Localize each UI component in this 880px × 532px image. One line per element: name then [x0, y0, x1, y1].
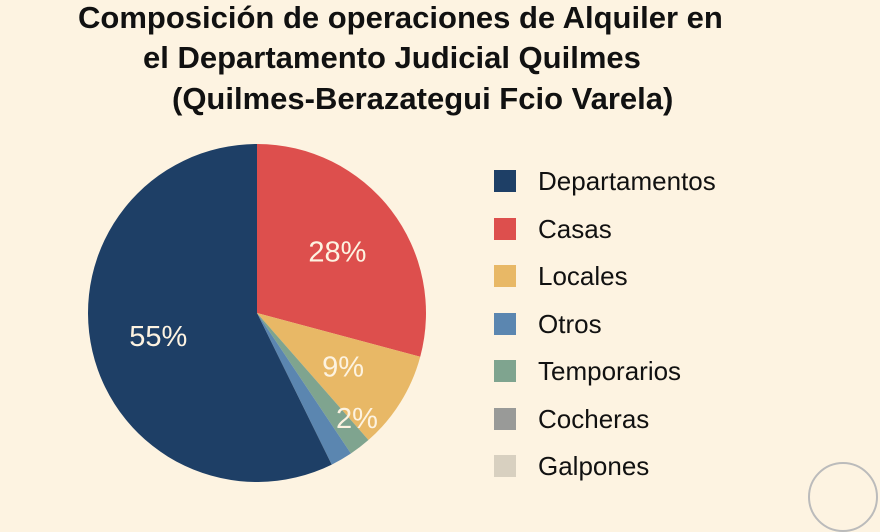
legend-item: Cocheras [494, 404, 649, 434]
chart-title-line-2: el Departamento Judicial Quilmes [143, 40, 641, 75]
slice-label-temporarios: 2% [336, 403, 378, 435]
legend-label: Locales [538, 261, 628, 291]
pie-slice-departamentos [88, 144, 332, 482]
legend-swatch [494, 360, 516, 382]
pie-slice-otros [257, 313, 351, 465]
legend-label: Temporarios [538, 356, 682, 386]
slice-label-locales: 9% [322, 352, 364, 384]
legend-item: Departamentos [494, 166, 716, 196]
legend-item: Temporarios [494, 356, 681, 386]
chart-title-line-3: (Quilmes-Berazategui Fcio Varela) [172, 81, 674, 116]
legend-label: Otros [538, 308, 602, 339]
legend-swatch [494, 407, 516, 430]
legend-swatch [494, 265, 516, 287]
slice-label-departamentos: 55% [129, 321, 187, 353]
legend-label: Cocheras [538, 403, 650, 434]
legend-swatch [494, 455, 516, 477]
legend-label: Departamentos [538, 166, 716, 196]
pie-chart: 28%9%2%2%55% [88, 144, 426, 482]
chart-title-line-1: Composición de operaciones de Alquiler e… [78, 0, 723, 35]
legend-swatch [494, 312, 516, 335]
legend-item: Casas [494, 214, 612, 244]
legend-label: Casas [538, 213, 612, 244]
pie-slice-locales [257, 313, 421, 441]
pie-slice-temporarios [257, 313, 369, 454]
legend-swatch [494, 170, 516, 192]
legend-label: Galpones [538, 451, 650, 481]
slice-label-casas: 28% [308, 236, 366, 268]
legend-item: Otros [494, 309, 602, 339]
legend-swatch [494, 217, 516, 240]
pie-slice-casas [257, 144, 426, 357]
legend-item: Galpones [494, 451, 649, 481]
seal-logo [808, 462, 878, 532]
legend-item: Locales [494, 261, 628, 291]
